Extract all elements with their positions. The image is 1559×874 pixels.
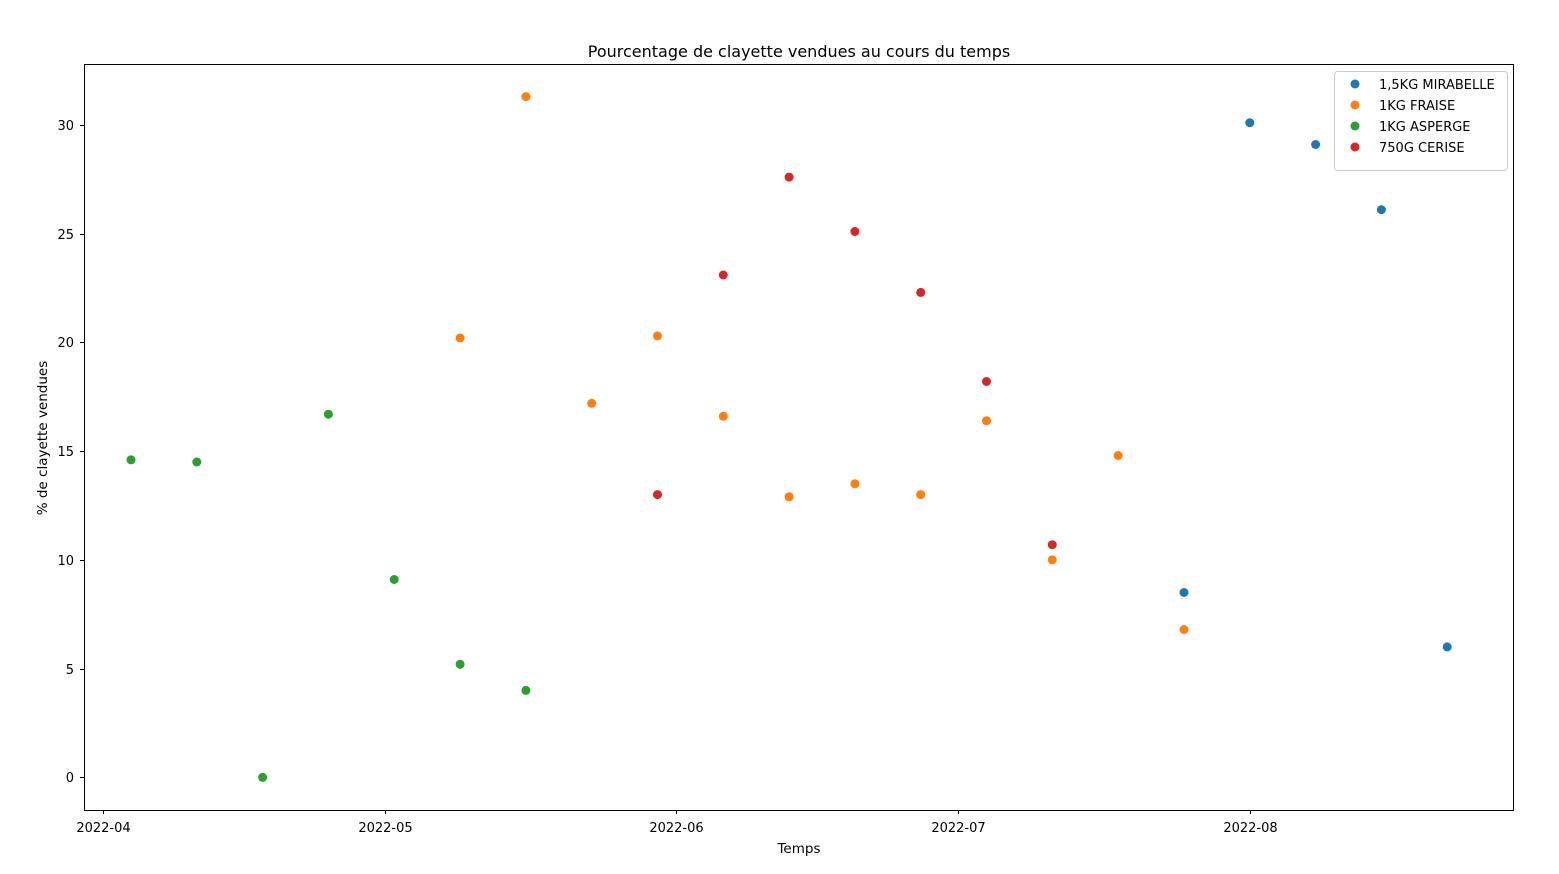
data-point — [1442, 642, 1452, 652]
legend-label: 1KG ASPERGE — [1379, 120, 1471, 135]
data-point — [982, 416, 991, 426]
data-point — [784, 172, 794, 182]
y-tick-label: 5 — [66, 663, 74, 678]
data-point — [784, 492, 794, 502]
legend-label: 750G CERISE — [1379, 141, 1465, 156]
series-0 — [1179, 118, 1452, 652]
legend-box — [1334, 71, 1508, 171]
data-point — [389, 575, 399, 584]
x-tick-label: 2022-04 — [76, 821, 130, 836]
data-point — [126, 455, 136, 465]
data-point — [258, 772, 268, 782]
data-point — [1047, 540, 1057, 550]
data-point — [916, 287, 926, 297]
y-tick-label: 10 — [57, 554, 74, 569]
x-tick-label: 2022-08 — [1223, 821, 1277, 836]
data-point — [1047, 555, 1057, 565]
series-1 — [455, 92, 1189, 634]
legend-label: 1KG FRAISE — [1379, 99, 1455, 114]
legend-label: 1,5KG MIRABELLE — [1379, 78, 1495, 93]
series-2 — [126, 409, 531, 782]
y-axis-label: % de clayette vendues — [35, 361, 51, 516]
data-point — [521, 685, 531, 695]
data-point — [850, 479, 860, 489]
data-point — [982, 377, 991, 386]
legend-marker — [1350, 100, 1360, 110]
legend: 1,5KG MIRABELLE 1KG FRAISE 1KG ASPERGE 750G… — [1334, 71, 1508, 171]
data-points — [126, 92, 1452, 782]
series-3 — [653, 172, 1057, 550]
data-point — [916, 490, 926, 500]
x-axis: 2022-04 2022-05 2022-06 2022-07 2022-08 — [76, 810, 1278, 836]
x-tick-label: 2022-07 — [931, 821, 985, 836]
data-point — [323, 409, 333, 419]
data-point — [718, 411, 728, 421]
data-point — [521, 92, 531, 102]
data-point — [1311, 140, 1321, 149]
y-tick-label: 20 — [57, 336, 74, 351]
data-point — [192, 457, 202, 467]
y-tick-label: 15 — [57, 445, 74, 460]
legend-marker — [1350, 121, 1360, 131]
data-point — [1245, 118, 1255, 128]
y-tick-label: 0 — [66, 771, 74, 786]
data-point — [1179, 625, 1189, 634]
data-point — [455, 333, 465, 343]
legend-marker — [1350, 79, 1360, 89]
x-axis-label: Temps — [776, 841, 820, 857]
y-tick-label: 30 — [57, 119, 74, 134]
data-point — [718, 270, 728, 280]
chart-title: Pourcentage de clayette vendues au cours… — [588, 42, 1010, 61]
data-point — [850, 227, 860, 236]
data-point — [1179, 588, 1189, 597]
data-point — [653, 490, 662, 500]
axes-frame — [84, 64, 1514, 811]
y-tick-label: 25 — [57, 228, 74, 243]
x-tick-label: 2022-05 — [358, 821, 412, 836]
data-point — [455, 659, 465, 669]
data-point — [587, 398, 597, 408]
data-point — [1376, 205, 1386, 215]
x-tick-label: 2022-06 — [649, 821, 703, 836]
data-point — [653, 331, 662, 341]
y-axis: 0 5 10 15 20 25 30 — [57, 119, 84, 786]
legend-marker — [1350, 142, 1360, 152]
data-point — [1113, 451, 1123, 460]
